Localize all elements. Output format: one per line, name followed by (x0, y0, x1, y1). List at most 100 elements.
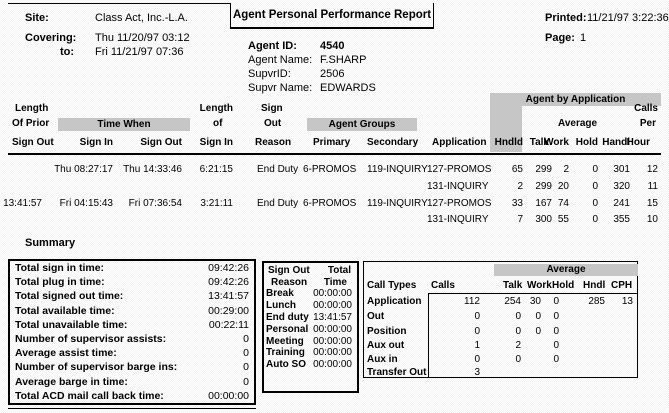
summary-row: Total unavailable time: 00:22:11 (10, 318, 254, 332)
signout-row: End duty 13:41:57 (264, 312, 357, 324)
supvr-id-value: 2506 (320, 68, 345, 80)
signout-time: 00:00:00 (313, 288, 352, 300)
ct-talk: 2 (515, 340, 521, 351)
cell-hndld: 2 (517, 181, 523, 192)
col-header-talk: Talk (529, 137, 549, 148)
col-header-average: Average (558, 118, 598, 129)
cell-avg-work: 20 (557, 181, 569, 192)
col-header-ct-talk: Talk (503, 280, 523, 291)
cell-avg-work: 55 (557, 214, 569, 225)
col-header-time-when: Time When (97, 119, 151, 130)
ct-work: 30 (529, 296, 541, 307)
col-header-of-prior: Of Prior (12, 118, 50, 129)
cell-avg-hold: 0 (592, 214, 598, 225)
col-header-of: of (213, 118, 223, 129)
cell-hndld: 7 (517, 214, 523, 225)
signout-header-row-2: Reason Time (264, 277, 357, 289)
col-header-ct-hndl: Hndl (583, 280, 606, 291)
col-header-call-types: Call Types (367, 280, 417, 291)
ct-calls: 3 (474, 367, 480, 378)
summary-label: Number of supervisor assists: (15, 333, 167, 346)
summary-row: Number of supervisor barge ins: 0 (10, 360, 254, 374)
col-header-ct-hold: Hold (552, 280, 575, 291)
cell-sign-out: Thu 14:33:46 (123, 164, 182, 175)
summary-value: 0 (243, 375, 249, 388)
ct-hold: 0 (553, 326, 559, 337)
supvr-name-label: Supvr Name: (248, 82, 313, 94)
col-header-work: Work (544, 137, 569, 148)
cell-avg-handl: 301 (613, 164, 630, 175)
hndld-gray-cell (490, 106, 522, 152)
cell-avg-hold: 0 (592, 198, 598, 209)
column-header-row-3: Sign Out Sign In Sign Out Sign In Reason… (0, 137, 669, 149)
signout-reason-header-1: Sign Out (268, 265, 310, 276)
col-header-agent-groups: Agent Groups (328, 119, 396, 130)
cell-avg-handl: 320 (613, 181, 630, 192)
ct-calls: 0 (474, 311, 480, 322)
call-types-box: Average Call Types Calls Talk Work Hold … (363, 261, 638, 378)
signout-row: Meeting 00:00:00 (264, 335, 357, 347)
signout-row: Break 00:00:00 (264, 288, 357, 300)
ct-work: 0 (535, 326, 541, 337)
cell-signout-reason: End Duty (257, 164, 299, 175)
summary-value: 0 (243, 333, 249, 346)
cell-signin-length: 6:21:15 (199, 164, 233, 175)
cell-signout-reason: End Duty (257, 198, 299, 209)
ct-hold: 0 (553, 311, 559, 322)
cell-avg-work: 74 (557, 198, 569, 209)
covering-to-value: Fri 11/21/97 07:36 (95, 46, 184, 58)
cell-signin-length: 3:21:11 (200, 198, 233, 209)
call-type-label: Out (367, 311, 385, 322)
summary-row: Total plug in time: 09:42:26 (10, 275, 254, 289)
top-rule (8, 3, 230, 4)
summary-value: 13:41:57 (208, 290, 249, 303)
signout-reason: Lunch (266, 300, 296, 312)
band-time-when: Time When (58, 118, 190, 131)
column-header-row-2: Of Prior of Out Average Per (0, 118, 669, 130)
signout-row: Lunch 00:00:00 (264, 300, 357, 312)
cell-sign-in: Fri 04:15:43 (59, 198, 113, 209)
ct-talk: 254 (504, 296, 521, 307)
signout-time: 13:41:57 (313, 311, 352, 323)
call-type-row: Aux out 1 2 0 (364, 340, 637, 352)
col-header-sign: Sign (261, 103, 283, 114)
cell-hndld: 65 (511, 164, 523, 175)
cell-secondary-group: 119-INQUIRY (367, 164, 428, 175)
bottom-rule (8, 408, 256, 409)
site-value: Class Act, Inc.-L.A. (95, 12, 188, 24)
summary-value: 00:29:00 (208, 304, 249, 317)
ct-calls: 0 (474, 354, 480, 365)
col-header-ct-work: Work (527, 280, 552, 291)
signout-time: 00:00:00 (313, 347, 352, 359)
ct-hndl: 285 (588, 296, 605, 307)
summary-label: Total unavailable time: (15, 318, 128, 331)
cell-calls-per-hour: 15 (646, 198, 658, 209)
signout-row: Training 00:00:00 (264, 347, 357, 359)
covering-from-value: Thu 11/20/97 03:12 (95, 32, 190, 44)
cell-sign-in: Thu 08:27:17 (54, 164, 113, 175)
summary-value: 0 (243, 361, 249, 374)
cell-avg-hold: 0 (592, 164, 598, 175)
cell-avg-talk: 299 (535, 164, 552, 175)
agent-id-label: Agent ID: (248, 40, 297, 52)
call-type-row: Aux in 0 0 0 (364, 354, 637, 366)
col-header-agent-by-application: Agent by Application (525, 94, 626, 105)
cell-primary-group: 6-PROMOS (303, 164, 357, 175)
call-type-row: Application 112 254 30 0 285 13 (364, 296, 637, 308)
cell-calls-per-hour: 11 (647, 181, 658, 192)
signout-header-row-1: Sign Out Total (264, 263, 357, 277)
col-header-handl: Handl (602, 137, 630, 148)
summary-row: Number of supervisor assists: 0 (10, 332, 254, 346)
col-header-out: Out (264, 118, 282, 129)
ct-talk: 0 (515, 354, 521, 365)
ct-calls: 112 (464, 296, 480, 307)
table-row: 13:41:57 Fri 04:15:43 Fri 07:36:54 3:21:… (0, 198, 669, 210)
summary-label: Total sign in time: (15, 262, 105, 275)
table-row: 131-INQUIRY 2 299 20 0 320 11 (0, 181, 669, 193)
summary-label: Total plug in time: (15, 276, 105, 289)
printed-label: Printed: (545, 12, 587, 24)
cell-hndld: 33 (511, 198, 523, 209)
summary-row: Total ACD mail call back time: 00:00:00 (10, 389, 254, 403)
agent-name-value: F.SHARP (320, 54, 367, 66)
cell-avg-work: 2 (563, 164, 569, 175)
